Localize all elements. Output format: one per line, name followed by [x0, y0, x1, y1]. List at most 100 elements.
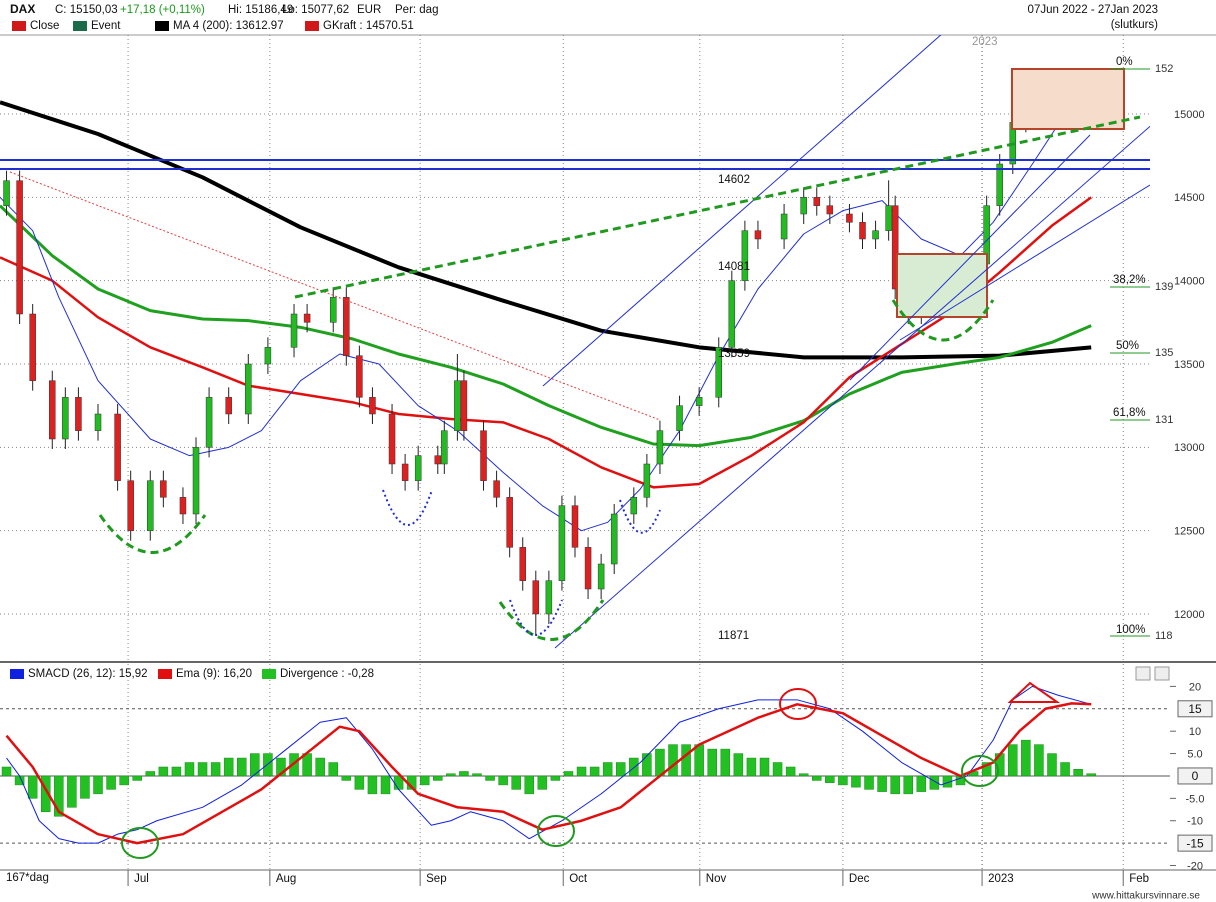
price-label: 13559: [718, 348, 750, 360]
legend-swatch: [158, 669, 172, 679]
candle-body: [506, 497, 513, 548]
y-tick-label: 15: [1188, 702, 1202, 716]
series-line: [6, 685, 1092, 844]
candle-body: [75, 397, 82, 431]
candle-body: [441, 430, 448, 465]
histogram-bar: [223, 757, 234, 777]
x-tick-label: Sep: [426, 873, 446, 885]
marker-circle: [121, 827, 159, 859]
candle-body: [160, 480, 167, 498]
series-line: [0, 100, 1092, 360]
candle-body: [826, 205, 834, 215]
histogram-bar: [1, 766, 12, 777]
trend-line: [542, 35, 942, 387]
candle-body: [127, 480, 134, 531]
candle-body: [49, 380, 56, 440]
x-tick-label: Jul: [134, 873, 149, 885]
y-tick-label: 0: [1192, 769, 1199, 783]
histogram-bar: [642, 753, 652, 777]
candle-body: [192, 447, 200, 515]
histogram-bar: [54, 775, 64, 817]
histogram-bar: [93, 775, 103, 795]
pattern-arc: [498, 599, 605, 641]
histogram-bar: [851, 775, 861, 788]
candle-body: [303, 313, 311, 323]
histogram-bar: [1034, 744, 1044, 777]
x-tick-label: Nov: [706, 873, 727, 885]
histogram-bar: [446, 773, 456, 777]
histogram-bar: [772, 762, 783, 777]
histogram-bar: [354, 775, 365, 790]
histogram-bar: [341, 775, 352, 781]
candle-body: [434, 455, 442, 465]
candle-body: [493, 480, 500, 498]
fib-axis-label: 152: [1155, 63, 1173, 75]
legend-label: Close: [30, 20, 59, 32]
price-label: 11871: [718, 630, 749, 642]
pattern-arc: [619, 499, 661, 534]
candle-body: [290, 313, 298, 348]
y-tick-box: [1177, 700, 1213, 718]
symbol: DAX: [10, 2, 35, 16]
y-tick-label: -15: [1186, 836, 1204, 850]
year-label: 2023: [972, 36, 998, 48]
change-value: +17,18 (+0,11%): [120, 4, 205, 16]
drawings: [0, 35, 1150, 649]
x-tick-label: Oct: [569, 873, 588, 885]
period: Per: dag: [395, 4, 438, 16]
y-tick-label: 12000: [1174, 609, 1205, 621]
histogram-bar: [67, 775, 77, 808]
y-tick-label: 14500: [1174, 192, 1205, 204]
fib-axis-label: 139: [1155, 281, 1173, 293]
histogram-bar: [929, 775, 940, 790]
legend-swatch: [305, 21, 319, 31]
histogram-bar: [197, 762, 208, 777]
date-range: 07Jun 2022 - 27Jan 2023: [1028, 4, 1158, 16]
histogram-bar: [903, 775, 913, 795]
box: [1011, 68, 1125, 130]
candle-body: [891, 205, 899, 290]
histogram-bar: [707, 748, 717, 777]
histogram-bar: [132, 775, 142, 781]
x-tick-label: Dec: [849, 873, 870, 885]
histogram-bar: [838, 775, 848, 786]
legend-label: Event: [91, 20, 121, 32]
histogram-bar: [210, 762, 221, 777]
histogram-bar: [1047, 753, 1057, 777]
histogram-bar: [276, 757, 286, 777]
histogram-bar: [498, 775, 508, 786]
histogram-bar: [890, 775, 900, 795]
y-tick-box: [1177, 834, 1213, 852]
y-tick-label: 20: [1189, 681, 1201, 693]
candle-body: [800, 197, 807, 215]
candle-body: [29, 313, 36, 381]
y-tick-label: -10: [1187, 816, 1203, 828]
y-tick-label: 10: [1189, 726, 1201, 738]
tool-icon[interactable]: [1135, 666, 1151, 681]
candle-body: [264, 347, 272, 365]
histogram-bar: [733, 753, 744, 777]
candle-body: [225, 397, 232, 415]
tool-icon[interactable]: [1154, 666, 1170, 681]
low-value: Lo: 15077,62: [282, 4, 349, 16]
fib-label: 50%: [1116, 340, 1139, 352]
histogram-bar: [694, 744, 704, 777]
candle-body: [480, 430, 487, 481]
candle-body: [741, 230, 749, 281]
trend-line: [554, 125, 1150, 649]
trend-line: [849, 134, 1091, 381]
pattern-arc: [509, 599, 563, 636]
pattern-arc: [98, 514, 207, 554]
histogram-bar: [485, 775, 495, 781]
y-tick-label: 13500: [1174, 359, 1205, 371]
histogram-bar: [511, 775, 521, 790]
histogram-bar: [589, 766, 600, 777]
candle-body: [519, 547, 526, 581]
histogram-bar: [1060, 762, 1070, 777]
candle-body: [388, 413, 396, 465]
candle-body: [584, 547, 592, 590]
histogram-bar: [459, 771, 469, 777]
fib-label: 100%: [1116, 624, 1145, 636]
marker-circle: [537, 815, 575, 847]
price-mode: (slutkurs): [1111, 19, 1158, 31]
